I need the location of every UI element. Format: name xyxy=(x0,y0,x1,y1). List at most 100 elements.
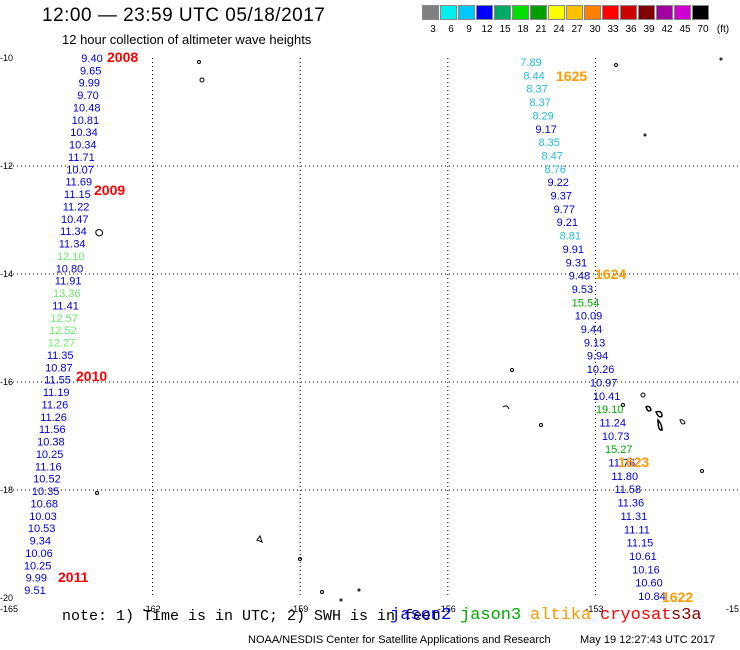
map-tick-labels: -165 -162 -159 -156 -153 -15 -10 -12 -14 -16 -18 -2… xyxy=(0,53,739,614)
wave-height-value: 11.11 xyxy=(624,524,650,536)
wave-height-value: 8.44 xyxy=(523,70,544,82)
wave-height-value: 9.21 xyxy=(557,217,578,229)
wave-height-value: 15.54 xyxy=(572,297,600,309)
wave-height-value: 11.56 xyxy=(39,424,66,436)
wave-height-values: 9.409.659.999.7010.4810.8110.3410.3411.7… xyxy=(24,53,666,603)
color-scale-label: 3 xyxy=(430,24,436,35)
wave-height-value: 11.26 xyxy=(40,412,67,424)
longitude-tick-label: -165 xyxy=(0,604,18,614)
track-time-label: 2008 xyxy=(107,49,138,65)
track-time-labels: 2008 2009 2010 2011 1625 1624 1623 1622 xyxy=(58,49,693,605)
credit-text: NOAA/NESDIS Center for Satellite Applica… xyxy=(248,634,551,646)
color-scale-swatch xyxy=(512,5,529,20)
satellite-legend-item: cryosat xyxy=(600,606,672,625)
longitude-tick-label: -153 xyxy=(585,604,603,614)
island-outline xyxy=(640,392,646,398)
wave-height-value: 8.37 xyxy=(529,97,550,109)
wave-height-value: 9.94 xyxy=(587,351,608,363)
island-outline xyxy=(645,405,652,412)
wave-height-value: 9.77 xyxy=(554,204,575,216)
wave-height-value: 8.37 xyxy=(526,84,547,96)
wave-height-value: 15.27 xyxy=(605,444,633,456)
wave-height-value: 11.26 xyxy=(42,399,69,411)
color-scale-swatch xyxy=(548,5,565,20)
wave-height-value: 9.70 xyxy=(77,90,98,102)
wave-height-value: 10.68 xyxy=(31,498,59,510)
wave-height-value: 11.35 xyxy=(47,350,74,362)
longitude-tick-label: -159 xyxy=(290,604,308,614)
island-outline xyxy=(199,77,205,83)
map-subtitle: 12 hour collection of altimeter wave hei… xyxy=(62,32,312,47)
wave-height-value: 11.34 xyxy=(59,239,86,251)
wave-height-value: 10.41 xyxy=(593,391,621,403)
island-outline xyxy=(95,491,99,495)
island-outline xyxy=(298,557,302,561)
color-scale-swatch xyxy=(476,5,493,20)
wave-height-value: 11.69 xyxy=(65,177,92,189)
wave-height-value: 10.73 xyxy=(602,431,630,443)
wave-height-value: 10.38 xyxy=(37,437,65,449)
wave-height-value: 11.31 xyxy=(620,511,647,523)
color-scale-swatch xyxy=(566,5,583,20)
wave-height-value: 10.47 xyxy=(61,214,89,226)
wave-height-value: 10.25 xyxy=(24,560,52,572)
map-grid xyxy=(5,58,740,598)
track-time-label: 1623 xyxy=(618,454,649,470)
island-outline xyxy=(654,410,663,431)
color-scale-label: 42 xyxy=(661,24,673,35)
wave-height-value: 10.34 xyxy=(69,140,97,152)
wave-height-value: 10.16 xyxy=(632,564,660,576)
wave-height-value: 11.15 xyxy=(64,189,91,201)
color-scale-swatch xyxy=(620,5,637,20)
track-time-label: 2009 xyxy=(94,182,125,198)
latitude-tick-label: -10 xyxy=(0,53,13,63)
island-outline xyxy=(339,598,343,602)
latitude-tick-label: -18 xyxy=(0,485,13,495)
color-scale-swatch xyxy=(530,5,547,20)
track-time-label: 1625 xyxy=(556,68,587,84)
wave-height-value: 9.13 xyxy=(584,337,605,349)
island-outline xyxy=(320,590,324,594)
color-scale-swatch xyxy=(638,5,655,20)
satellite-legend-item: altika xyxy=(530,606,592,625)
wave-height-value: 8.35 xyxy=(538,137,559,149)
color-scale-swatch xyxy=(458,5,475,20)
wave-height-value: 9.99 xyxy=(79,78,100,90)
track-time-label: 1622 xyxy=(662,589,693,605)
island-outline xyxy=(614,63,618,67)
wave-height-value: 9.91 xyxy=(563,244,584,256)
wave-height-value: 11.24 xyxy=(599,417,626,429)
island-outline xyxy=(95,229,104,237)
island-outline xyxy=(621,403,625,407)
wave-height-value: 10.34 xyxy=(70,127,98,139)
wave-height-value: 11.34 xyxy=(60,226,87,238)
wave-height-value: 10.26 xyxy=(587,364,615,376)
wave-height-value: 10.48 xyxy=(73,102,101,114)
color-scale-swatch xyxy=(440,5,457,20)
wave-height-value: 9.34 xyxy=(30,536,51,548)
color-scale-label: 70 xyxy=(697,24,709,35)
color-scale-label: 18 xyxy=(517,24,529,35)
wave-height-value: 10.53 xyxy=(28,523,56,535)
wave-height-value: 10.09 xyxy=(575,311,603,323)
color-scale-label: 24 xyxy=(553,24,565,35)
color-scale-label: 9 xyxy=(466,24,472,35)
island-outline xyxy=(719,57,723,61)
wave-height-value: 11.15 xyxy=(627,538,654,550)
map-title: 12:00 — 23:59 UTC 05/18/2017 xyxy=(42,5,326,26)
island-outline xyxy=(510,368,514,372)
wave-height-value: 11.91 xyxy=(55,276,82,288)
wave-height-value: 19.10 xyxy=(596,404,624,416)
color-scale-swatch xyxy=(692,5,709,20)
wave-height-value: 10.97 xyxy=(590,377,618,389)
wave-height-value: 11.71 xyxy=(68,152,95,164)
island-outline xyxy=(700,469,704,473)
wave-height-value: 13.36 xyxy=(53,288,81,300)
wave-height-value: 11.19 xyxy=(43,387,70,399)
satellite-legend-item: jason2 xyxy=(390,606,452,625)
wave-height-value: 10.61 xyxy=(629,551,657,563)
track-time-label: 1624 xyxy=(595,266,626,282)
island-outlines xyxy=(95,57,723,602)
wave-height-value: 11.16 xyxy=(35,461,62,473)
